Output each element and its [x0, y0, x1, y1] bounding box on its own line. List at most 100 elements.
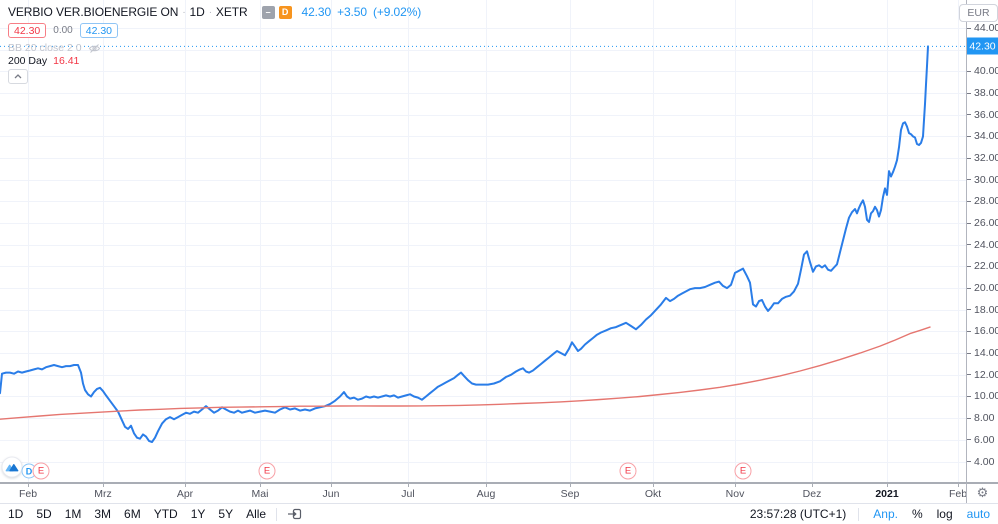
range-toolbar: 1D 5D 1M 3M 6M YTD 1Y 5Y Alle — [8, 507, 302, 521]
axis-tick-dash — [967, 135, 971, 137]
time-axis-label: Sep — [560, 488, 580, 500]
earnings-marker[interactable]: E — [258, 462, 276, 480]
axis-tick-dash — [967, 27, 971, 29]
ma-indicator-label: 200 Day — [8, 55, 48, 67]
change-percent: (+9.02%) — [372, 5, 422, 19]
axis-tick-dash — [967, 309, 971, 311]
minus-icon: – — [261, 5, 275, 19]
auto-scale-button[interactable]: auto — [966, 507, 990, 521]
bottom-toolbar: 1D 5D 1M 3M 6M YTD 1Y 5Y Alle 23:57:28 (UTC+1) A… — [0, 503, 998, 524]
price-axis-label: 30.00 — [967, 174, 998, 186]
price-axis-label: 34.00 — [967, 130, 998, 142]
clock-timezone-button[interactable]: 23:57:28 (UTC+1) — [749, 507, 847, 521]
separator-dot: · — [208, 6, 212, 18]
change-value: +3.50 — [337, 5, 367, 19]
range-button-5y[interactable]: 5Y — [218, 507, 234, 521]
price-axis[interactable]: EUR 42.30 44.00 40.00 38.00 36.00 34.00 32.00… — [959, 0, 998, 482]
axis-tick-dash — [967, 330, 971, 332]
range-button-5d[interactable]: 5D — [36, 507, 52, 521]
axis-tick-dash — [967, 114, 971, 116]
symbol-title[interactable]: VERBIO VER.BIOENERGIE ON — [8, 5, 179, 19]
earnings-marker[interactable]: E — [619, 462, 637, 480]
bb-indicator-row: BB 20 close 2 0 — [8, 42, 101, 54]
price-axis-label: 36.00 — [967, 109, 998, 121]
time-axis-label: Aug — [476, 488, 496, 500]
time-axis-tick — [958, 484, 959, 487]
percent-scale-button[interactable]: % — [911, 507, 923, 521]
buy-price-badge[interactable]: 42.30 — [79, 23, 119, 38]
interval-label[interactable]: 1D — [189, 5, 205, 19]
axis-tick-dash — [967, 265, 971, 267]
currency-badge[interactable]: EUR — [959, 4, 998, 22]
time-axis-tick — [408, 484, 409, 487]
mountains-icon — [5, 464, 19, 472]
earnings-marker[interactable]: E — [32, 462, 50, 480]
time-axis-tick — [887, 484, 888, 487]
range-button-1d[interactable]: 1D — [8, 507, 24, 521]
time-axis-label: 2021 — [875, 488, 899, 500]
time-axis-label: Mai — [251, 488, 269, 500]
time-axis-label: Okt — [644, 488, 662, 500]
price-axis-label: 18.00 — [967, 304, 998, 316]
time-axis-tick — [260, 484, 261, 487]
price-axis-label: 40.00 — [967, 65, 998, 77]
time-axis-tick — [653, 484, 654, 487]
price-axis-label: 12.00 — [967, 369, 998, 381]
current-price-label: 42.30 — [967, 37, 998, 55]
collapse-legend-button[interactable] — [8, 69, 28, 84]
time-axis[interactable]: Feb Mrz Apr Mai Jun Jul Aug Sep Okt Nov Dez 2021 Feb — [0, 482, 968, 503]
symbol-header-row: VERBIO VER.BIOENERGIE ON · 1D · XETR – D… — [8, 5, 421, 19]
time-axis-tick — [331, 484, 332, 487]
go-to-date-button[interactable] — [287, 507, 302, 521]
range-button-ytd[interactable]: YTD — [153, 507, 178, 521]
chart-plot-area[interactable]: VERBIO VER.BIOENERGIE ON · 1D · XETR – D… — [0, 0, 966, 482]
separator-dot: · — [182, 6, 186, 18]
gear-icon[interactable]: ⚙ — [976, 486, 989, 501]
time-axis-tick — [185, 484, 186, 487]
time-axis-tick — [103, 484, 104, 487]
price-axis-label: 14.00 — [967, 347, 998, 359]
adjust-data-button[interactable]: Anp. — [873, 507, 898, 521]
toolbar-divider — [276, 507, 278, 521]
axis-tick-dash — [967, 461, 971, 462]
ma-indicator-value: 16.41 — [53, 55, 80, 67]
sell-price-badge[interactable]: 42.30 — [8, 23, 47, 38]
range-button-1y[interactable]: 1Y — [190, 507, 206, 521]
range-buttons: 1D 5D 1M 3M 6M YTD 1Y 5Y Alle — [8, 507, 266, 521]
price-axis-label: 32.00 — [967, 152, 998, 164]
time-axis-tick — [28, 484, 29, 487]
earnings-marker[interactable]: E — [734, 462, 752, 480]
time-axis-label: Nov — [725, 488, 745, 500]
range-button-6m[interactable]: 6M — [124, 507, 141, 521]
axis-tick-dash — [967, 222, 971, 224]
axis-tick-dash — [967, 157, 971, 159]
axis-tick-dash — [967, 287, 971, 289]
price-chart[interactable] — [0, 0, 966, 482]
axis-tick-dash — [967, 374, 971, 376]
price-axis-label: 38.00 — [967, 87, 998, 99]
time-axis-tick — [812, 484, 813, 487]
axis-tick-dash — [967, 395, 971, 397]
buy-sell-row: 42.30 0.00 42.30 — [8, 23, 119, 38]
range-button-1m[interactable]: 1M — [64, 507, 82, 521]
range-button-3m[interactable]: 3M — [94, 507, 112, 521]
axis-tick-dash — [967, 70, 971, 72]
axis-tick-dash — [967, 92, 971, 94]
log-scale-button[interactable]: log — [936, 507, 953, 521]
price-axis-label: 4.00 — [967, 456, 994, 468]
axis-tick-dash — [967, 244, 971, 246]
axis-tick-dash — [967, 417, 971, 419]
axis-settings-corner[interactable]: ⚙ — [966, 482, 998, 503]
price-axis-label: 44.00 — [967, 22, 998, 34]
time-axis-label: Feb — [948, 488, 968, 500]
axis-tick-dash — [967, 179, 971, 181]
ideas-marker[interactable] — [1, 456, 23, 478]
eye-off-icon[interactable] — [88, 43, 101, 54]
axis-tick-dash — [967, 352, 971, 354]
range-button-alle[interactable]: Alle — [246, 507, 267, 521]
delayed-data-badge: D — [278, 5, 292, 19]
price-axis-label: 24.00 — [967, 239, 998, 251]
exchange-label[interactable]: XETR — [215, 5, 248, 19]
series-price-close — [0, 45, 929, 443]
